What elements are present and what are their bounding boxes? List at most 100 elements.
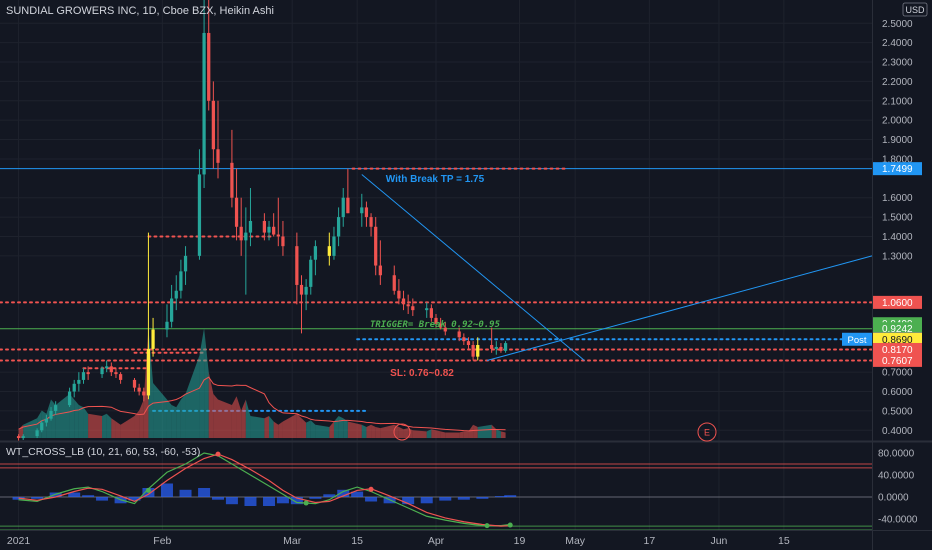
osc-tick-label: -40.0000 — [878, 515, 918, 526]
candle-body — [40, 422, 44, 431]
trendline — [361, 174, 585, 361]
price-badge-label: 1.7499 — [882, 164, 913, 175]
volume-segment — [102, 413, 107, 438]
volume-segment — [264, 416, 270, 438]
volume-segment — [55, 394, 70, 438]
volume-segment — [273, 421, 279, 438]
candle-body — [118, 374, 123, 380]
candle-body — [397, 290, 401, 299]
candle-body — [336, 217, 341, 237]
osc-hist-bar — [179, 489, 192, 497]
currency-badge[interactable] — [902, 2, 928, 17]
candle-body — [471, 345, 475, 357]
price-tick-label: 1.3000 — [882, 251, 913, 262]
volume-segment — [440, 431, 446, 438]
candle-body — [49, 410, 53, 419]
oscillator-axis[interactable]: 80.0000 40.0000 0.0000 -40.0000 — [878, 449, 918, 526]
cross-dot — [368, 486, 374, 492]
price-tick-label: 2.2000 — [882, 77, 913, 88]
trendlines[interactable] — [361, 174, 873, 362]
candle-body — [457, 331, 461, 338]
candle-body — [490, 345, 494, 349]
candle-body — [151, 329, 155, 349]
price-tick-label: 1.8000 — [882, 154, 913, 165]
earnings-event-icon[interactable] — [697, 422, 717, 442]
tp-annotation[interactable]: With Break TP = 1.75 — [386, 174, 485, 185]
price-axis[interactable]: 2.5000 2.4000 2.3000 2.2000 2.1000 2.0000 1.90… — [842, 19, 922, 437]
time-tick-label: 17 — [644, 535, 656, 547]
osc-hist-bar — [68, 492, 81, 497]
osc-hist-bar — [439, 497, 452, 501]
candle-body — [411, 306, 415, 311]
osc-hist-bar — [160, 483, 173, 497]
price-badge-label: 0.9242 — [882, 324, 913, 335]
cross-dot — [484, 523, 490, 529]
price-badge — [873, 332, 922, 346]
trigger-annotation[interactable]: TRIGGER= Break 0.92~0.95 — [370, 320, 501, 330]
wt1-line — [18, 452, 511, 527]
volume-segment — [23, 418, 38, 438]
price-badge — [873, 295, 922, 309]
time-tick-label: 19 — [514, 535, 526, 547]
osc-hist-bar — [351, 491, 364, 497]
volume-segment — [218, 399, 232, 438]
trendline — [486, 255, 873, 362]
volume-segment — [236, 396, 242, 438]
candle-body — [67, 391, 72, 406]
candle-body — [374, 226, 378, 266]
volume-segment — [171, 405, 177, 438]
osc-hist-bar — [457, 497, 470, 500]
volume-segment — [329, 421, 334, 438]
volume-segment — [436, 430, 441, 438]
osc-hist-bar — [337, 489, 350, 497]
wt2-line — [18, 453, 511, 527]
candle-body — [295, 246, 299, 285]
osc-hist-bar — [225, 497, 238, 505]
volume-segment — [231, 396, 237, 438]
volume-segment — [176, 399, 181, 438]
candle-body — [197, 174, 202, 256]
candle-body — [443, 327, 447, 332]
indicator-title[interactable]: WT_CROSS_LB (10, 21, 60, 53, -60, -53) — [6, 446, 200, 458]
candle-body — [494, 346, 498, 349]
volume-segment — [78, 405, 84, 438]
volume-segment — [115, 421, 121, 438]
chart-title: SUNDIAL GROWERS INC, 1D, Cboe BZX, Heiki… — [6, 5, 274, 17]
volume-segment — [426, 429, 432, 438]
osc-hist-bar — [276, 497, 289, 504]
volume-segment — [208, 372, 214, 438]
earnings-event-label: E — [704, 428, 710, 438]
volume-segment — [180, 394, 186, 438]
osc-tick-label: 40.0000 — [878, 471, 915, 482]
osc-hist-bar — [198, 488, 211, 497]
candle-body — [503, 343, 508, 351]
price-badge — [873, 353, 922, 367]
volume-segment — [306, 420, 311, 438]
candle-body — [313, 246, 318, 260]
candle-body — [234, 197, 239, 227]
volume-segment — [366, 424, 372, 438]
osc-hist-bar — [263, 497, 276, 506]
price-tick-label: 1.6000 — [882, 193, 913, 204]
volume-segment — [250, 416, 265, 438]
candle-body — [244, 232, 248, 241]
osc-hist-bar — [244, 497, 257, 506]
candle-body — [77, 379, 81, 384]
candle-body — [434, 317, 438, 324]
candle-body — [137, 387, 141, 392]
time-tick-label: 2021 — [7, 535, 31, 547]
sl-annotation[interactable]: SL: 0.76~0.82 — [390, 368, 454, 379]
candle-body — [462, 337, 466, 342]
candle-body — [332, 236, 336, 256]
volume-segment — [213, 394, 218, 438]
candle-body — [341, 197, 345, 218]
volume-segment — [185, 355, 200, 438]
time-tick-label: Mar — [283, 535, 302, 547]
candle-body — [262, 220, 267, 233]
candle-body — [276, 234, 280, 237]
time-axis[interactable]: 2021 Feb Mar 15 Apr 19 May 17 Jun 15 — [7, 535, 790, 547]
time-tick-label: Apr — [428, 535, 445, 547]
dividend-event-icon[interactable] — [393, 423, 411, 441]
